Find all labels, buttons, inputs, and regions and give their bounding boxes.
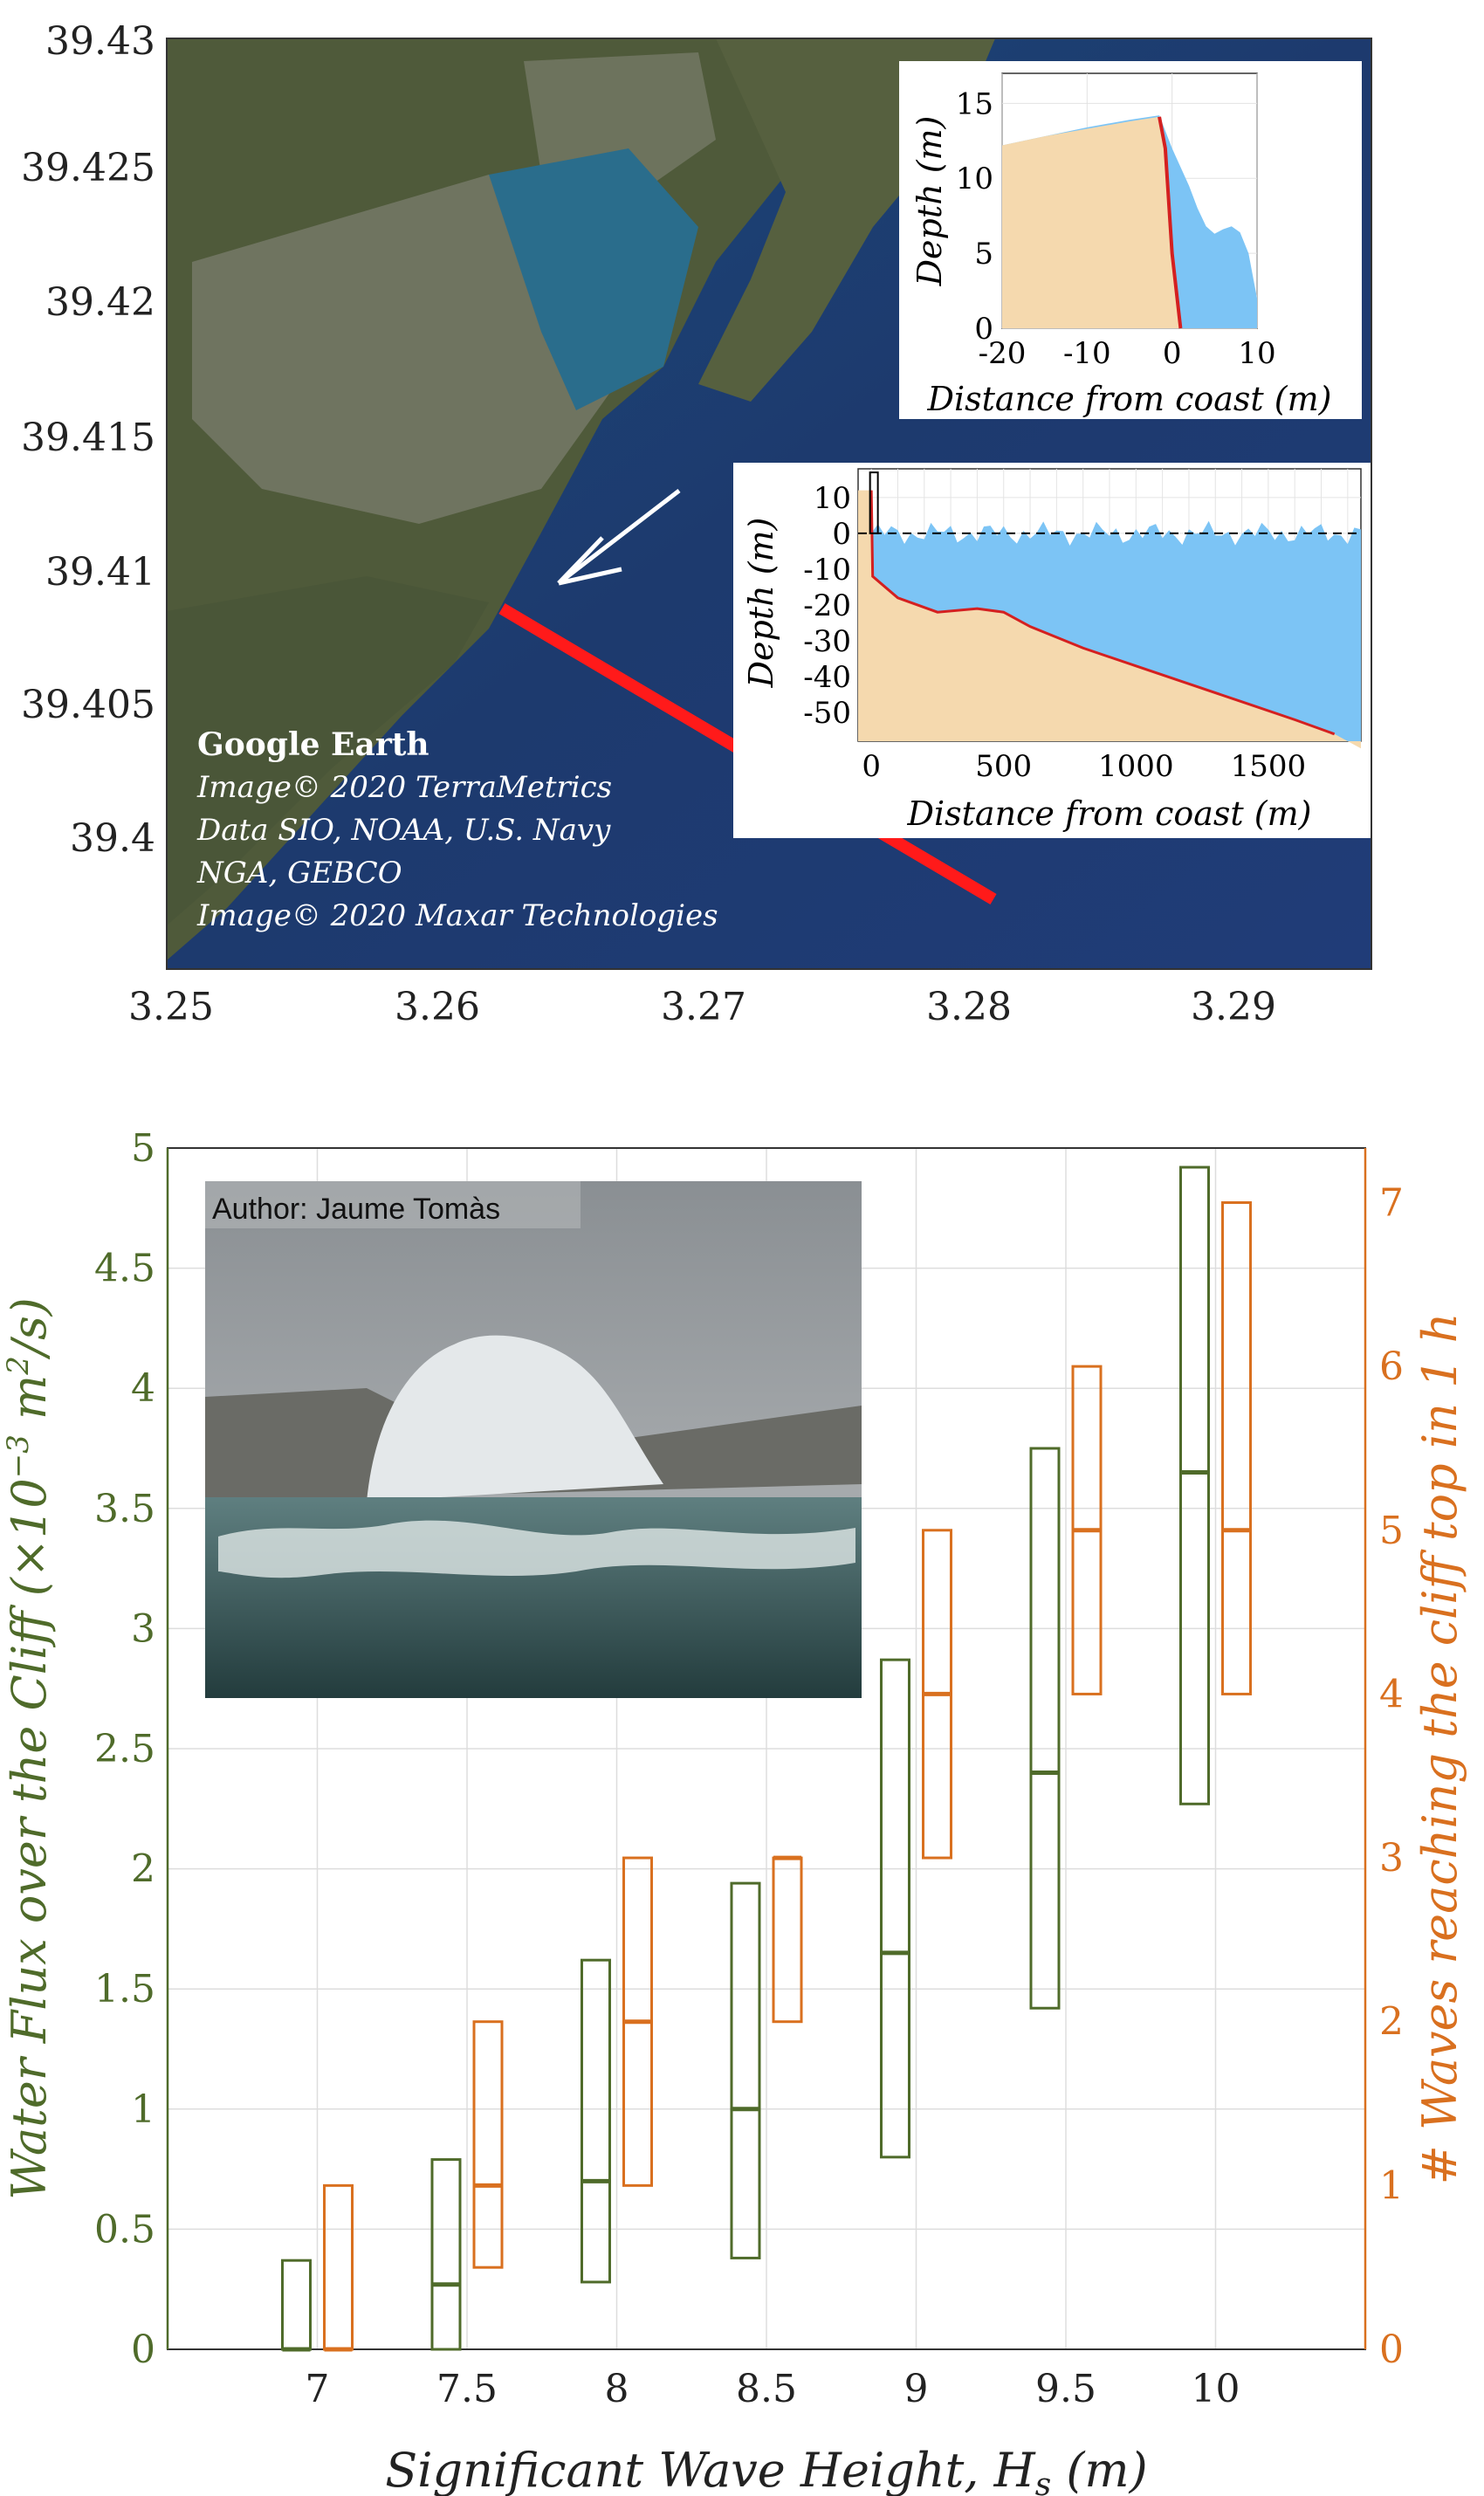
map-attribution-line2: Data SIO, NOAA, U.S. Navy <box>196 813 611 848</box>
inset2-x-tick: 0 <box>862 749 881 784</box>
inset2-y-tick: 10 <box>814 481 851 516</box>
photo-caption: Author: Jaume Tomàs <box>212 1193 500 1226</box>
map-y-tick: 39.41 <box>45 550 155 595</box>
inset1-x-tick: 10 <box>1238 336 1275 371</box>
main-y-tick-left: 3.5 <box>94 1487 155 1531</box>
map-y-tick: 39.405 <box>21 683 155 727</box>
main-y-tick-left: 4.5 <box>94 1247 155 1291</box>
main-y-tick-left: 1.5 <box>94 1967 155 2011</box>
main-y-tick-right: 7 <box>1379 1180 1404 1225</box>
main-y-tick-left: 2 <box>131 1847 155 1892</box>
inset2-x-tick: 500 <box>975 749 1032 784</box>
main-y-tick-left: 2.5 <box>94 1727 155 1771</box>
inset1-profile-line <box>1158 116 1183 329</box>
flux-box <box>430 2158 462 2351</box>
main-y-tick-right: 0 <box>1379 2328 1404 2372</box>
main-y-tick-right: 5 <box>1379 1509 1404 1553</box>
main-y-tick-right: 6 <box>1379 1344 1404 1389</box>
main-y-tick-left: 0 <box>131 2328 155 2372</box>
map-attribution-line3: NGA, GEBCO <box>196 856 402 890</box>
inset1-bottom-area <box>1002 116 1181 328</box>
waves-box <box>1221 1200 1253 1695</box>
main-y-tick-right: 3 <box>1379 1836 1404 1881</box>
photo-spray <box>367 1335 663 1502</box>
main-x-tick: 8 <box>605 2367 629 2411</box>
inset2-y-tick: -30 <box>803 624 851 659</box>
map-y-tick: 39.425 <box>21 146 155 190</box>
main-chart: Author: Jaume Tomàs 7 7.5 8 8.5 9 9.5 1000.511… <box>1 1126 1467 2496</box>
map-y-tick: 39.4 <box>70 816 155 861</box>
map-attribution-line4: Image© 2020 Maxar Technologies <box>196 898 718 933</box>
main-x-tick: 7 <box>306 2367 330 2411</box>
map-x-tick: 3.28 <box>926 985 1012 1029</box>
flux-box <box>1178 1165 1210 1805</box>
map-y-ticks: 39.43 39.425 39.42 39.415 39.41 39.405 3… <box>21 19 155 861</box>
flux-box <box>879 1658 910 2159</box>
main-xlabel: Significant Wave Height, Hs (m) <box>385 2443 1147 2496</box>
storm-photo: Author: Jaume Tomàs <box>205 1181 862 1698</box>
map-x-tick: 3.29 <box>1191 985 1276 1029</box>
main-ylabel-left: Water Flux over the Cliff (×10−3 m2/s) <box>1 1297 57 2200</box>
main-x-tick: 7.5 <box>436 2367 498 2411</box>
map-x-tick: 3.25 <box>128 985 214 1029</box>
inset2-y-tick: -40 <box>803 660 851 695</box>
main-y-tick-right: 1 <box>1379 2163 1404 2208</box>
map-y-tick: 39.43 <box>45 19 155 64</box>
inset1-ylabel: Depth (m) <box>910 116 949 287</box>
inset2-y-tick: -50 <box>803 696 851 731</box>
main-y-tick-left: 3 <box>131 1606 155 1651</box>
inset2-zoom-marker <box>869 471 879 534</box>
map-attribution-title: Google Earth <box>197 726 429 763</box>
inset2-y-tick: -20 <box>803 588 851 623</box>
flux-box <box>1029 1447 1061 2010</box>
main-x-tick: 9.5 <box>1035 2367 1096 2411</box>
inset2-y-tick: 0 <box>832 517 851 552</box>
inset1-y-tick: 10 <box>956 162 993 196</box>
map-inlet <box>489 148 698 410</box>
map-y-tick: 39.42 <box>45 280 155 325</box>
inset2-bottom-area <box>858 490 1361 749</box>
inset2-y-tick: -10 <box>803 553 851 588</box>
photo-caption-bg <box>205 1181 581 1228</box>
inset1-x-tick: -20 <box>979 336 1027 371</box>
inset2-profile-line <box>869 490 1336 736</box>
map-y-tick: 39.415 <box>21 416 155 460</box>
inset2-xlabel: Distance from coast (m) <box>907 794 1312 833</box>
inset1-xlabel: Distance from coast (m) <box>927 380 1332 418</box>
map-land-south <box>167 576 489 925</box>
main-x-tick: 8.5 <box>736 2367 797 2411</box>
waves-box <box>472 2020 504 2269</box>
map-x-tick: 3.27 <box>661 985 746 1029</box>
inset1-y-tick: 0 <box>974 312 993 347</box>
flux-box <box>730 1881 761 2259</box>
photo-breaker <box>218 1520 855 1578</box>
inset2-x-tick: 1000 <box>1098 749 1174 784</box>
main-y-tick-left: 5 <box>131 1126 155 1171</box>
main-y-tick-left: 0.5 <box>94 2207 155 2252</box>
photo-sea <box>205 1497 862 1698</box>
main-y-tick-right: 4 <box>1379 1672 1404 1716</box>
inset1-x-tick: -10 <box>1063 336 1111 371</box>
main-x-tick: 9 <box>904 2367 929 2411</box>
map-x-ticks: 3.25 3.26 3.27 3.28 3.29 <box>128 985 1276 1029</box>
main-ylabel-right: # Waves reaching the cliff top in 1 h <box>1412 1313 1467 2185</box>
inset1-x-tick: 0 <box>1163 336 1182 371</box>
inset2-ylabel: Depth (m) <box>742 518 780 689</box>
inset2-x-tick: 1500 <box>1231 749 1307 784</box>
main-y-tick-left: 1 <box>131 2087 155 2132</box>
flux-box <box>580 1958 611 2284</box>
main-y-tick-left: 4 <box>131 1366 155 1411</box>
main-x-tick: 10 <box>1192 2367 1240 2411</box>
inset1-y-tick: 5 <box>974 237 993 272</box>
map-arrow-icon <box>557 489 681 586</box>
main-y-tick-right: 2 <box>1379 2000 1404 2045</box>
map-attribution-line1: Image© 2020 TerraMetrics <box>196 770 612 805</box>
map-frame <box>166 38 1372 970</box>
inset1-y-tick: 15 <box>956 86 993 121</box>
map-x-tick: 3.26 <box>395 985 480 1029</box>
